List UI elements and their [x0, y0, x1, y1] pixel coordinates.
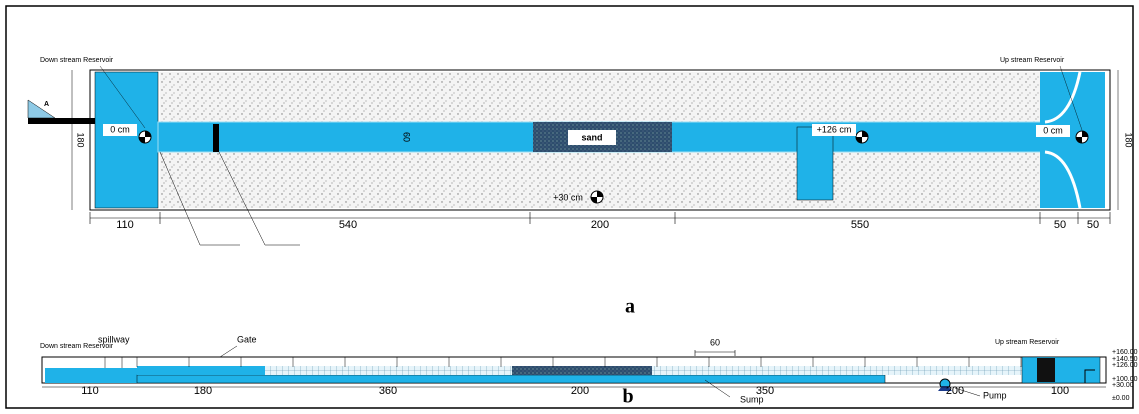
label: spillway	[98, 334, 130, 344]
label: Pump	[983, 390, 1007, 400]
dimension: 180	[1124, 132, 1134, 147]
rect-shape	[1040, 72, 1105, 208]
rect-shape	[89, 69, 1111, 211]
dimension: 180	[76, 132, 86, 147]
rect-shape	[568, 130, 616, 145]
use-shape	[590, 190, 604, 204]
dimension: 540	[339, 219, 357, 231]
rect-shape	[28, 118, 95, 124]
path-shape	[99, 65, 1083, 131]
label: Down stream Reservoir	[40, 57, 114, 64]
path-shape	[159, 151, 300, 246]
dimension: 200	[571, 385, 589, 397]
dimension: 60	[402, 132, 412, 142]
path-shape	[694, 350, 736, 356]
label: Up stream Reservoir	[1000, 57, 1065, 64]
elevation: +30.00	[1112, 382, 1134, 389]
rect-shape	[796, 126, 834, 201]
dimension: 110	[81, 385, 99, 397]
label: A	[44, 101, 49, 108]
dimension: 200	[591, 219, 609, 231]
dimension: 550	[851, 219, 869, 231]
path-shape	[704, 379, 981, 398]
label: Up stream Reservoir	[995, 339, 1060, 346]
label: Sump	[740, 394, 764, 404]
label: Down stream Reservoir	[40, 343, 114, 350]
path-shape	[104, 345, 238, 368]
elevation: +160.00	[1112, 349, 1138, 356]
level: +126 cm	[817, 124, 852, 134]
dimension: 100	[1051, 385, 1069, 397]
dimension: 180	[194, 385, 212, 397]
path-shape	[885, 369, 1095, 384]
level: 0 cm	[1043, 125, 1063, 135]
path-shape	[1044, 71, 1082, 209]
rect-shape	[213, 124, 219, 152]
polygon-shape	[27, 99, 56, 119]
dimension: 50	[1087, 219, 1099, 231]
rect-shape	[1036, 125, 1070, 137]
use-shape	[1075, 130, 1089, 144]
elevation: +126.00	[1112, 362, 1138, 369]
label: sand	[581, 132, 602, 142]
elevation: ±0.00	[1112, 395, 1130, 402]
rect-shape	[136, 374, 886, 384]
rect-shape	[5, 5, 1134, 409]
panel-label: a	[625, 296, 635, 318]
elevation: +100.00	[1112, 376, 1138, 383]
rect-shape	[45, 368, 137, 383]
elevation: +140.50	[1112, 356, 1138, 363]
dimension: 60	[710, 337, 720, 347]
dimension: 50	[1054, 219, 1066, 231]
rect-shape	[103, 124, 137, 136]
rect-shape	[812, 124, 856, 136]
use-shape	[855, 130, 869, 144]
dimension: 110	[116, 219, 134, 231]
path-shape	[89, 212, 1111, 224]
use-shape	[138, 130, 152, 144]
rect-shape	[512, 366, 652, 375]
dimension: 350	[756, 385, 774, 397]
level: +30 cm	[553, 192, 583, 202]
panel-label: b	[622, 386, 633, 408]
level: 0 cm	[110, 124, 130, 134]
rect-shape	[1037, 358, 1055, 382]
dimension: 360	[379, 385, 397, 397]
dimension: 200	[946, 385, 964, 397]
label: Gate	[237, 334, 257, 344]
